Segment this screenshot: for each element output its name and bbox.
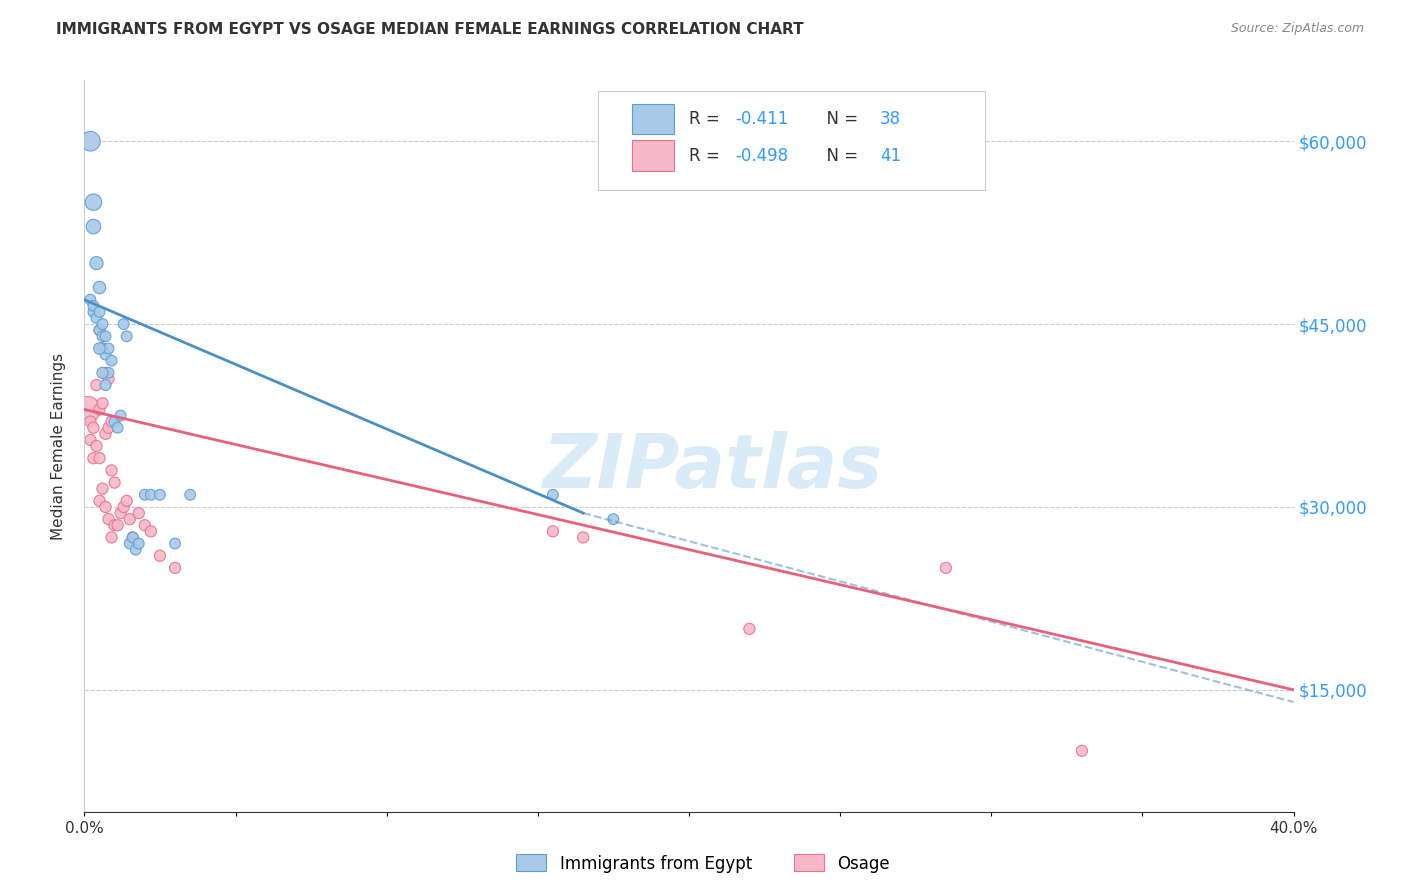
Point — [94, 426, 117, 441]
Point — [82, 451, 104, 466]
Point — [82, 195, 104, 210]
Point — [100, 463, 122, 477]
Point — [82, 219, 104, 234]
Point — [115, 329, 138, 343]
FancyBboxPatch shape — [633, 140, 675, 171]
Text: 38: 38 — [880, 110, 901, 128]
Point — [89, 451, 111, 466]
Point — [89, 402, 111, 417]
Point — [128, 506, 150, 520]
Text: 41: 41 — [880, 146, 901, 165]
Point — [100, 415, 122, 429]
Point — [79, 134, 101, 148]
Point — [91, 342, 114, 356]
Point — [104, 415, 127, 429]
Point — [82, 299, 104, 313]
Point — [121, 530, 143, 544]
Point — [86, 439, 108, 453]
Text: N =: N = — [815, 146, 863, 165]
Point — [97, 512, 120, 526]
Point — [94, 500, 117, 514]
Point — [107, 421, 129, 435]
Point — [100, 530, 122, 544]
Point — [572, 530, 595, 544]
FancyBboxPatch shape — [633, 103, 675, 135]
Point — [112, 317, 135, 331]
Point — [541, 488, 564, 502]
Point — [110, 506, 132, 520]
Text: R =: R = — [689, 110, 725, 128]
Point — [89, 305, 111, 319]
Point — [118, 536, 141, 550]
Point — [79, 293, 101, 307]
Point — [110, 409, 132, 423]
FancyBboxPatch shape — [599, 91, 986, 190]
Point — [89, 342, 111, 356]
Point — [97, 366, 120, 380]
Point — [79, 433, 101, 447]
Point — [86, 256, 108, 270]
Point — [541, 524, 564, 539]
Text: -0.498: -0.498 — [735, 146, 787, 165]
Legend: Immigrants from Egypt, Osage: Immigrants from Egypt, Osage — [510, 847, 896, 880]
Point — [91, 317, 114, 331]
Point — [76, 402, 98, 417]
Point — [134, 488, 156, 502]
Point — [128, 536, 150, 550]
Text: ZIPatlas: ZIPatlas — [543, 432, 883, 505]
Point — [602, 512, 624, 526]
Point — [94, 329, 117, 343]
Point — [97, 421, 120, 435]
Point — [125, 542, 148, 557]
Point — [104, 475, 127, 490]
Point — [91, 366, 114, 380]
Point — [149, 549, 172, 563]
Point — [94, 378, 117, 392]
Point — [179, 488, 201, 502]
Point — [94, 348, 117, 362]
Point — [134, 518, 156, 533]
Point — [86, 311, 108, 326]
Text: -0.411: -0.411 — [735, 110, 789, 128]
Point — [100, 353, 122, 368]
Point — [165, 561, 187, 575]
Point — [118, 512, 141, 526]
Point — [97, 342, 120, 356]
Point — [121, 530, 143, 544]
Point — [935, 561, 957, 575]
Point — [97, 372, 120, 386]
Point — [139, 488, 162, 502]
Point — [94, 366, 117, 380]
Text: IMMIGRANTS FROM EGYPT VS OSAGE MEDIAN FEMALE EARNINGS CORRELATION CHART: IMMIGRANTS FROM EGYPT VS OSAGE MEDIAN FE… — [56, 22, 804, 37]
Point — [115, 494, 138, 508]
Point — [104, 518, 127, 533]
Point — [86, 378, 108, 392]
Point — [82, 305, 104, 319]
Point — [91, 482, 114, 496]
Point — [107, 518, 129, 533]
Y-axis label: Median Female Earnings: Median Female Earnings — [51, 352, 66, 540]
Point — [82, 421, 104, 435]
Point — [91, 329, 114, 343]
Point — [149, 488, 172, 502]
Point — [165, 536, 187, 550]
Point — [1071, 744, 1094, 758]
Point — [89, 494, 111, 508]
Point — [738, 622, 761, 636]
Point — [89, 280, 111, 294]
Point — [89, 323, 111, 337]
Point — [91, 342, 114, 356]
Point — [112, 500, 135, 514]
Text: R =: R = — [689, 146, 725, 165]
Point — [91, 396, 114, 410]
Text: N =: N = — [815, 110, 863, 128]
Point — [89, 323, 111, 337]
Point — [79, 415, 101, 429]
Point — [139, 524, 162, 539]
Text: Source: ZipAtlas.com: Source: ZipAtlas.com — [1230, 22, 1364, 36]
